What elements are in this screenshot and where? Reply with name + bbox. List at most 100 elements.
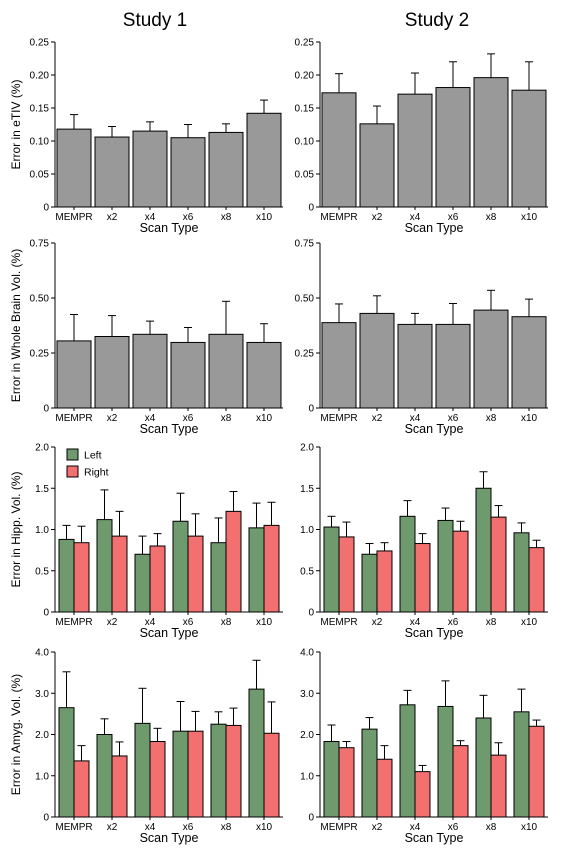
bar-x4-left <box>399 515 416 613</box>
y-axis-label: Error in Whole Brain Vol. (%) <box>9 249 23 402</box>
x-tick-label: x6 <box>448 212 459 223</box>
y-tick-label: 0.15 <box>30 104 50 115</box>
y-tick-label: 0 <box>43 813 49 824</box>
x-tick-label: x8 <box>486 212 497 223</box>
bar-x10-right <box>263 732 280 818</box>
x-tick-label: x2 <box>372 212 383 223</box>
y-tick-label: 1.0 <box>35 525 49 536</box>
x-tick-label: x2 <box>372 413 383 424</box>
x-axis-label: Scan Type <box>405 221 464 235</box>
bar-mempr <box>321 92 357 208</box>
x-tick-label: x2 <box>372 822 383 833</box>
x-tick-label: x4 <box>145 212 156 223</box>
bar-x10 <box>246 341 282 409</box>
y-tick-label: 0.25 <box>295 38 315 49</box>
bar-x2-right <box>111 535 128 613</box>
bar-x10 <box>246 112 282 208</box>
bar-x8 <box>473 309 509 409</box>
x-tick-label: MEMPR <box>320 822 357 833</box>
legend-label-right: Right <box>84 467 109 479</box>
bar-x6-left <box>437 519 454 613</box>
bar-x4-left <box>399 704 416 818</box>
y-tick-label: 1.0 <box>35 771 49 782</box>
x-tick-label: x10 <box>256 617 273 628</box>
x-tick-label: x8 <box>221 212 232 223</box>
x-tick-label: x4 <box>145 617 156 628</box>
y-tick-label: 0.25 <box>30 38 50 49</box>
column-title-study-1: Study 1 <box>123 10 187 31</box>
x-tick-label: x8 <box>221 822 232 833</box>
bar-x4 <box>132 333 168 409</box>
bar-x4-left <box>134 553 151 613</box>
y-tick-label: 0.25 <box>30 349 50 360</box>
y-tick-label: 0.20 <box>295 71 315 82</box>
y-tick-label: 4.0 <box>300 648 314 659</box>
x-tick-label: x2 <box>107 617 118 628</box>
x-tick-label: x6 <box>448 822 459 833</box>
bar-mempr-right <box>338 536 355 613</box>
bar-x10-left <box>513 532 530 613</box>
y-tick-label: 0.10 <box>30 137 50 148</box>
x-tick-label: x6 <box>448 413 459 424</box>
bar-x8 <box>473 77 509 208</box>
bar-x6-right <box>187 730 204 818</box>
x-axis-label: Scan Type <box>140 626 199 640</box>
bar-x6-left <box>172 520 189 613</box>
bar-x4-left <box>134 722 151 818</box>
bar-x10-right <box>528 725 545 818</box>
y-tick-label: 0.75 <box>30 239 50 250</box>
bar-x6 <box>435 323 471 409</box>
bar-x8-left <box>210 723 227 818</box>
x-tick-label: x6 <box>448 617 459 628</box>
bar-x6-left <box>437 705 454 818</box>
bar-x6-right <box>452 530 469 613</box>
x-axis-label: Scan Type <box>140 422 199 436</box>
bar-x8-right <box>225 510 242 613</box>
bar-x10-left <box>513 711 530 818</box>
y-tick-label: 1.5 <box>35 484 49 495</box>
x-tick-label: x4 <box>410 212 421 223</box>
bar-x8 <box>208 131 244 208</box>
bar-mempr-right <box>73 760 90 818</box>
x-tick-label: x4 <box>410 822 421 833</box>
y-tick-label: 0.05 <box>295 170 315 181</box>
chart-panel-3: 0 0.25 0.50 0.75 MEMPR x2 x4 x6 x8 x10 Scan Type Er… <box>9 239 283 436</box>
column-title-study-2: Study 2 <box>405 10 469 31</box>
bar-x6-right <box>187 535 204 613</box>
bar-x2 <box>94 136 130 208</box>
bar-x10-left <box>248 527 265 613</box>
bar-x4 <box>397 93 433 208</box>
y-tick-label: 0.10 <box>295 137 315 148</box>
bar-x8-left <box>210 542 227 613</box>
bar-x2 <box>94 336 130 409</box>
y-axis-label: Error in Hipp. Vol. (%) <box>9 471 23 587</box>
y-tick-label: 1.0 <box>300 525 314 536</box>
y-tick-label: 0 <box>43 608 49 619</box>
bar-x4 <box>132 130 168 208</box>
x-tick-label: x2 <box>107 822 118 833</box>
chart-panel-4: 0 0.25 0.50 0.75 MEMPR x2 x4 x6 x8 x10 Scan Type <box>295 239 548 436</box>
bar-x6-right <box>452 745 469 818</box>
y-tick-label: 2.0 <box>300 443 314 454</box>
bar-x2-right <box>111 755 128 818</box>
bar-x8-right <box>490 754 507 818</box>
bar-x2-left <box>96 519 113 613</box>
y-tick-label: 1.0 <box>300 771 314 782</box>
x-axis-label: Scan Type <box>405 422 464 436</box>
bar-x2-right <box>376 758 393 818</box>
bar-mempr-right <box>73 542 90 613</box>
y-tick-label: 0.25 <box>295 349 315 360</box>
bar-x10 <box>511 316 547 409</box>
x-tick-label: x4 <box>145 822 156 833</box>
bar-x6 <box>170 341 206 409</box>
x-tick-label: x10 <box>521 413 538 424</box>
x-tick-label: x10 <box>256 212 273 223</box>
chart-panel-6: 0 0.5 1.0 1.5 2.0 MEMPR x2 x4 x6 x8 x10 Scan Type <box>300 443 548 640</box>
bar-x10-right <box>263 524 280 613</box>
y-tick-label: 0 <box>308 404 314 415</box>
bar-mempr-left <box>58 538 75 613</box>
chart-panel-2: 0 0.05 0.10 0.15 0.20 0.25 MEMPR x2 x4 x6 x8 x10 Sca… <box>295 38 548 235</box>
bar-x2-right <box>376 550 393 613</box>
x-tick-label: x2 <box>107 413 118 424</box>
